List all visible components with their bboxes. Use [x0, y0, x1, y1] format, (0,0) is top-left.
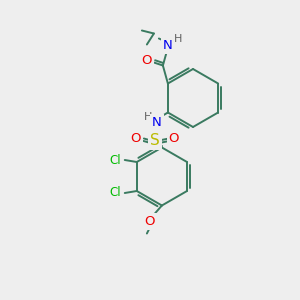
Text: H: H — [174, 34, 182, 44]
Text: S: S — [150, 133, 160, 148]
Text: N: N — [152, 116, 162, 129]
Text: O: O — [142, 54, 152, 67]
Text: O: O — [145, 215, 155, 228]
Text: Cl: Cl — [109, 154, 121, 166]
Text: O: O — [169, 132, 179, 145]
Text: N: N — [163, 39, 173, 52]
Text: O: O — [130, 132, 141, 145]
Text: Cl: Cl — [109, 187, 121, 200]
Text: H: H — [144, 112, 152, 122]
